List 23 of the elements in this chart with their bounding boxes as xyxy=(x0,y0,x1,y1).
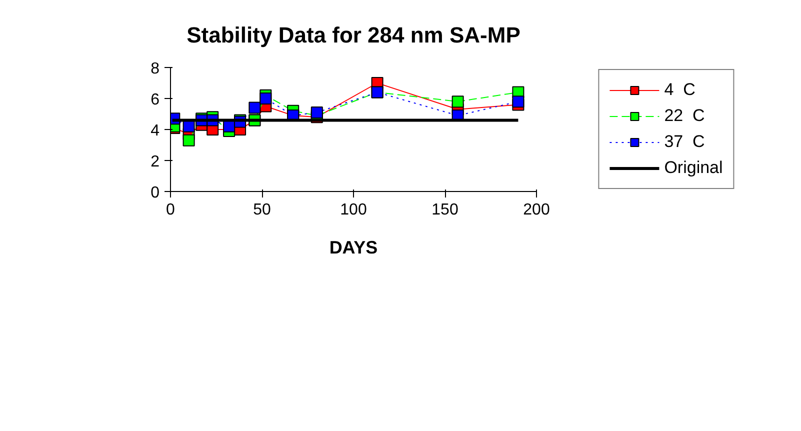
y-tick-label: 0 xyxy=(150,184,160,202)
legend-label: 22 C xyxy=(664,106,705,126)
y-tick-label: 8 xyxy=(150,60,160,78)
x-axis-title: DAYS xyxy=(329,238,378,258)
y-tick-label: 6 xyxy=(150,92,160,108)
point xyxy=(182,120,195,132)
chart-title: Stability Data for 284 nm SA-MP xyxy=(186,22,520,48)
y-tick-label: 2 xyxy=(150,154,160,170)
point xyxy=(512,96,524,108)
point xyxy=(182,134,195,146)
x-tick-label: 200 xyxy=(523,202,550,218)
point xyxy=(260,92,272,104)
point xyxy=(248,102,261,114)
point xyxy=(310,106,323,118)
x-tick-label: 100 xyxy=(340,202,367,218)
x-tick-label: 150 xyxy=(432,202,458,218)
legend-label: 37 C xyxy=(664,132,705,152)
legend-label: Original xyxy=(664,158,723,178)
legend-label: 4 C xyxy=(664,80,696,100)
point xyxy=(452,96,464,108)
y-tick-label: 4 xyxy=(150,122,160,140)
x-tick-label: 50 xyxy=(253,202,271,218)
x-tick-label: 0 xyxy=(166,202,176,218)
